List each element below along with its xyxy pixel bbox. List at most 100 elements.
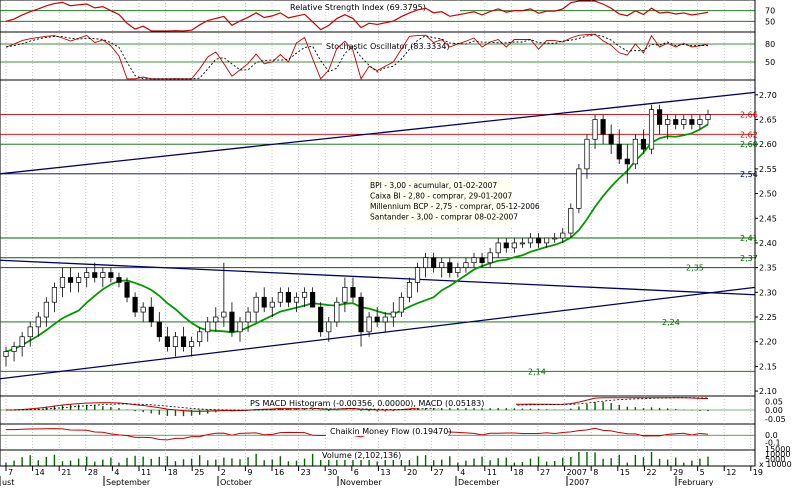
candle bbox=[374, 307, 380, 327]
candle-body bbox=[705, 114, 711, 120]
candle bbox=[414, 262, 421, 293]
volume-tick-label-3: x 10000 bbox=[759, 460, 792, 469]
x-tick-label-21: 2007 bbox=[567, 468, 587, 477]
candle bbox=[3, 346, 9, 367]
candle bbox=[640, 129, 647, 155]
candle-body bbox=[285, 291, 291, 303]
price-tick-label-11: 2.15 bbox=[759, 362, 777, 371]
candle-body bbox=[3, 351, 9, 357]
candle bbox=[390, 302, 396, 327]
x-tick-label-6: 18 bbox=[168, 468, 178, 477]
month-label-5: 2007 bbox=[569, 478, 589, 486]
candle-body bbox=[197, 331, 203, 343]
candle bbox=[84, 267, 90, 288]
candle-body bbox=[84, 272, 90, 278]
analyst-note-2: Millennium BCP - 2,75 - comprar, 05-12-2… bbox=[370, 202, 540, 211]
month-label-2: October bbox=[220, 478, 253, 486]
candle-body bbox=[640, 138, 647, 150]
x-tick-label-22: 8 bbox=[593, 468, 598, 477]
candle bbox=[471, 252, 477, 268]
candle bbox=[632, 134, 638, 169]
x-tick-label-5: 11 bbox=[141, 468, 151, 477]
candle-body bbox=[350, 287, 356, 298]
candle bbox=[92, 262, 98, 283]
candle-body bbox=[406, 282, 413, 298]
candle bbox=[431, 252, 437, 273]
candle-body bbox=[59, 277, 66, 288]
candle-body bbox=[334, 301, 340, 323]
candle-body bbox=[92, 272, 98, 278]
candle-body bbox=[221, 311, 227, 318]
volume-tick-label-2: 5000 bbox=[765, 455, 785, 464]
price-level-label-2: 2,60 bbox=[740, 140, 758, 149]
candle bbox=[35, 312, 41, 337]
candle-body bbox=[657, 109, 663, 125]
candle-body bbox=[172, 336, 179, 347]
stoch-d-line bbox=[5, 34, 709, 80]
x-tick-label-8: 2 bbox=[221, 468, 226, 477]
candle-body bbox=[213, 316, 219, 323]
candle-body bbox=[439, 262, 445, 268]
candle-body bbox=[503, 242, 509, 249]
candle bbox=[59, 267, 66, 298]
candle-body bbox=[43, 301, 49, 318]
month-label-0: ust bbox=[2, 478, 14, 486]
candle bbox=[189, 336, 195, 357]
candle-body bbox=[568, 208, 574, 234]
price-tick-label-0: 2.70 bbox=[759, 91, 777, 100]
candle bbox=[253, 292, 259, 322]
candle bbox=[616, 129, 622, 164]
candle-body bbox=[124, 282, 130, 298]
x-tick-label-15: 20 bbox=[407, 468, 417, 477]
candle bbox=[205, 317, 211, 342]
chaikin-title-bg bbox=[326, 426, 448, 436]
candle bbox=[487, 247, 493, 268]
candle bbox=[350, 277, 356, 303]
month-label-1: September bbox=[106, 478, 151, 486]
rsi-title-bg bbox=[280, 2, 460, 12]
x-tick-label-0: 7 bbox=[8, 468, 13, 477]
candle bbox=[657, 104, 663, 135]
candle-body bbox=[414, 267, 421, 283]
candle bbox=[285, 287, 291, 308]
candle-body bbox=[237, 321, 243, 333]
candle-body bbox=[463, 262, 469, 268]
candle-body bbox=[431, 257, 437, 268]
volume-tick-label-1: 10000 bbox=[765, 450, 790, 459]
price-level-label-7: 2,24 bbox=[662, 318, 680, 327]
candle-body bbox=[447, 262, 453, 273]
candle-body bbox=[616, 143, 622, 160]
candle bbox=[584, 134, 590, 179]
macd-tick-label-2: -0.05 bbox=[765, 415, 786, 424]
candle bbox=[697, 114, 703, 130]
macd-tick-label-1: 0.00 bbox=[765, 406, 783, 415]
macd-title-bg bbox=[246, 398, 516, 408]
candle-body bbox=[51, 287, 57, 303]
candle-body bbox=[576, 168, 582, 209]
candle bbox=[140, 302, 146, 322]
candle-body bbox=[132, 296, 138, 313]
x-tick-label-9: 9 bbox=[247, 468, 252, 477]
candle bbox=[463, 257, 469, 273]
candle-body bbox=[519, 242, 525, 245]
candle bbox=[576, 163, 582, 214]
stoch-title-bg bbox=[322, 41, 452, 51]
candle bbox=[124, 277, 130, 303]
price-tick-label-2: 2.60 bbox=[759, 140, 777, 149]
candle-body bbox=[624, 158, 630, 165]
stoch-level-label-1: 50 bbox=[765, 58, 775, 67]
x-tick-label-16: 27 bbox=[434, 468, 444, 477]
price-level-label-3: 2,54 bbox=[740, 170, 758, 179]
candle bbox=[406, 277, 413, 303]
candle bbox=[229, 302, 235, 337]
candle-body bbox=[390, 311, 396, 318]
candle-body bbox=[600, 119, 606, 135]
candle bbox=[681, 114, 687, 130]
candle-body bbox=[342, 287, 348, 303]
price-tick-label-9: 2.25 bbox=[759, 313, 777, 322]
candle bbox=[689, 114, 695, 130]
macd-tick-label-0: 0.05 bbox=[765, 397, 783, 406]
candle bbox=[245, 307, 251, 332]
x-tick-label-1: 14 bbox=[35, 468, 45, 477]
candle bbox=[398, 292, 404, 317]
